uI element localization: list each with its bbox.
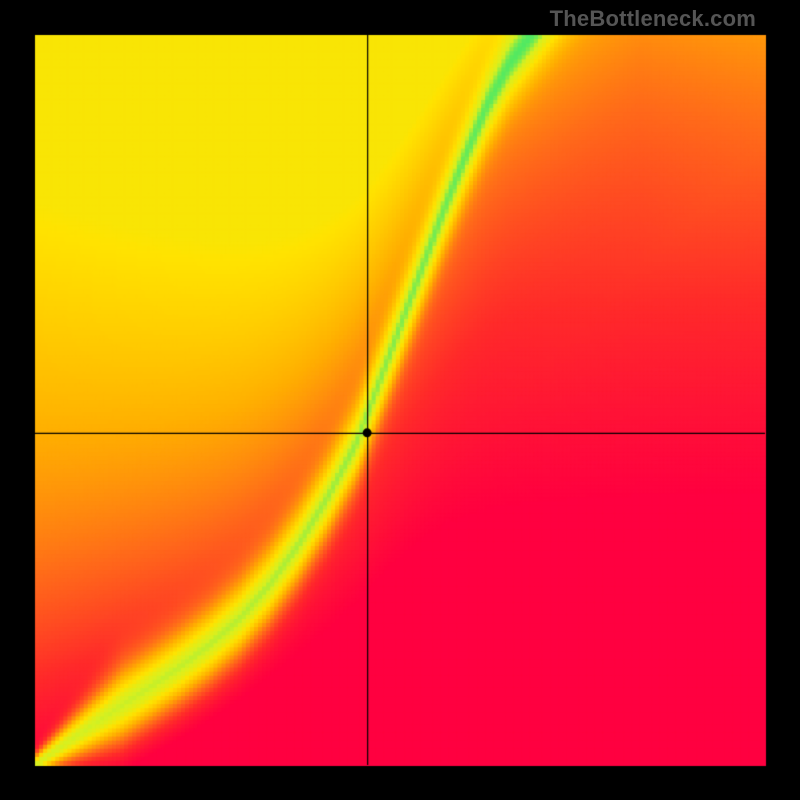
- watermark-text: TheBottleneck.com: [550, 6, 756, 32]
- chart-stage: TheBottleneck.com: [0, 0, 800, 800]
- heatmap-canvas: [0, 0, 800, 800]
